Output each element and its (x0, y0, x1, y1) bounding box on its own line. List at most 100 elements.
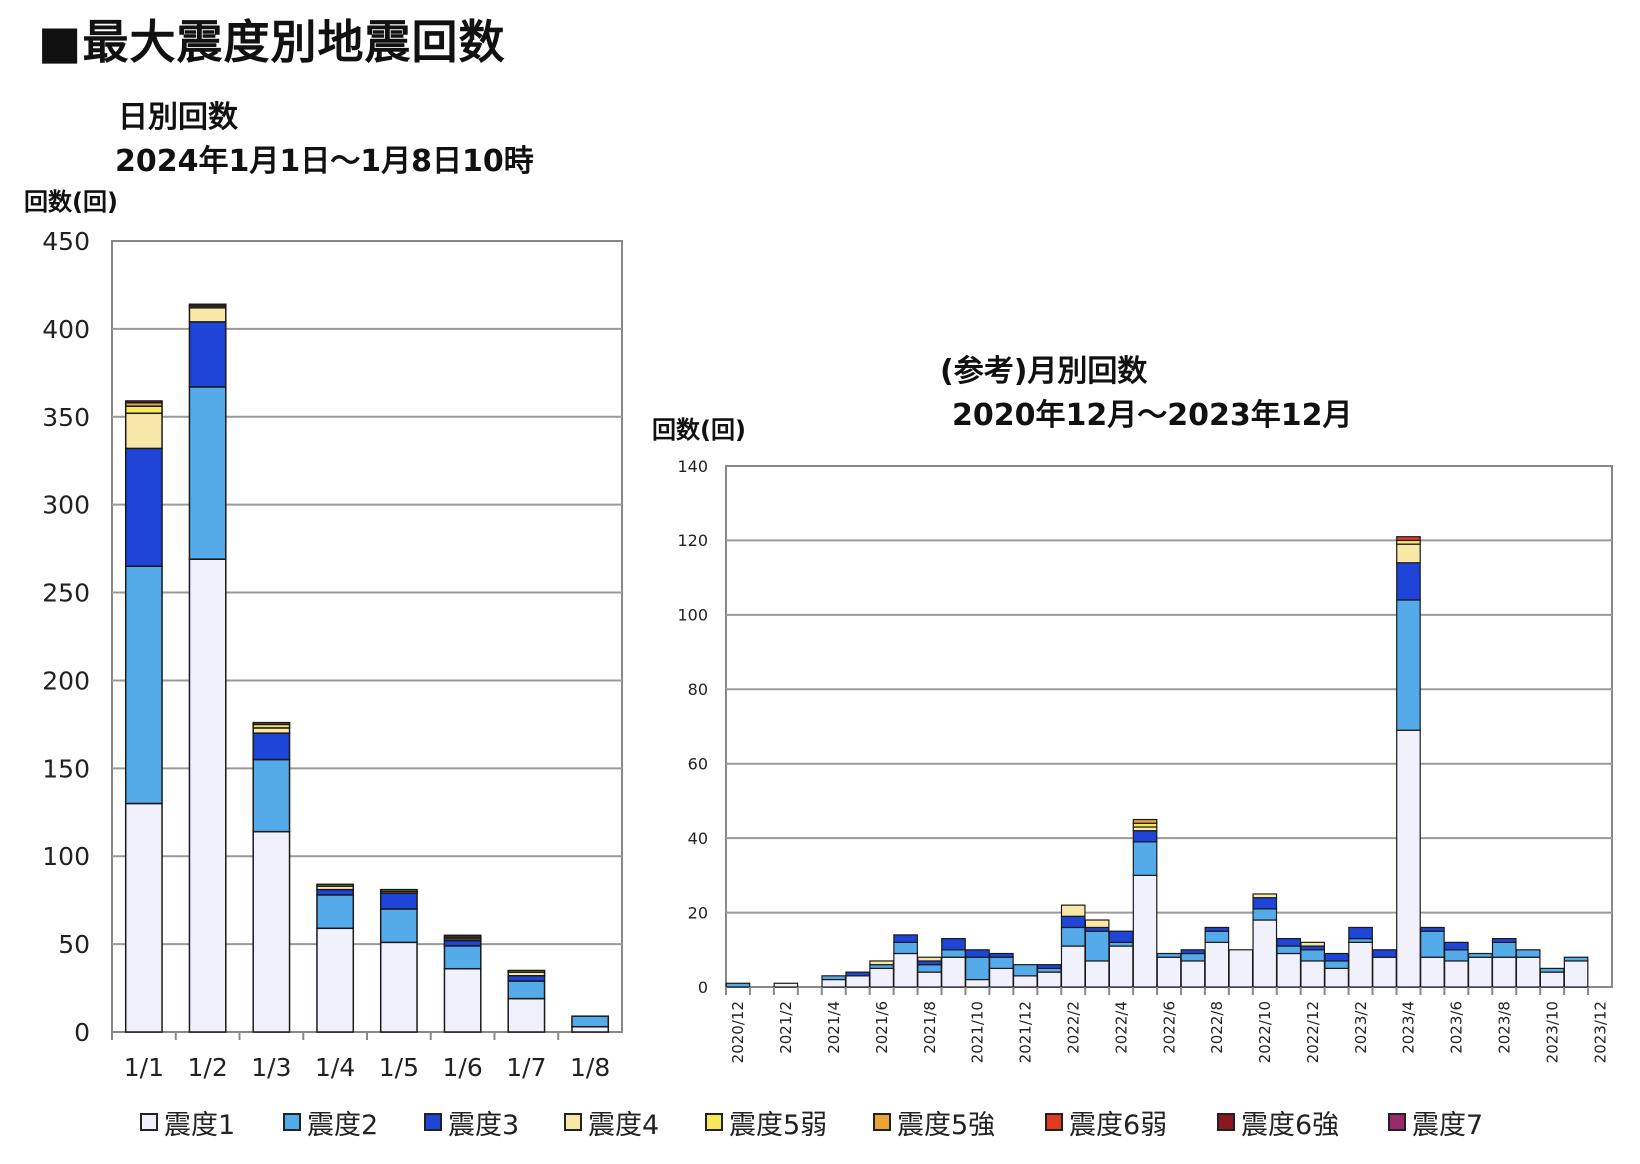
bar-segment (1084, 930, 1110, 962)
legend-swatch (1045, 1113, 1063, 1131)
bar-segment (252, 758, 291, 833)
legend-label: 震度1 (164, 1109, 236, 1141)
daily-y-unit: 回数(回) (24, 188, 118, 216)
legend-item: 震度6強 (1217, 1100, 1339, 1144)
y-tick-label: 20 (688, 903, 708, 922)
x-tick-label: 2023/6 (1448, 1001, 1466, 1054)
x-tick-label: 2021/2 (777, 1001, 795, 1054)
legend-item: 震度3 (424, 1100, 519, 1144)
bar-segment (188, 303, 227, 307)
bar-segment (124, 412, 163, 450)
bar-segment (1156, 956, 1182, 988)
legend-item: 震度6弱 (1045, 1100, 1167, 1144)
bar-segment (1180, 952, 1206, 962)
legend-item: 震度4 (564, 1100, 659, 1144)
bar-segment (965, 949, 990, 958)
bar-segment (869, 967, 894, 988)
legend-item: 震度7 (1388, 1100, 1483, 1144)
bar-segment (1156, 952, 1182, 958)
legend-swatch (424, 1113, 442, 1131)
y-tick-label: 80 (688, 680, 708, 699)
x-tick-label: 1/5 (379, 1053, 419, 1082)
bar-segment (1204, 930, 1230, 943)
bar-segment (725, 982, 751, 988)
bar-segment (252, 830, 291, 1033)
bar-segment (893, 941, 918, 955)
bar-segment (1324, 967, 1349, 988)
bar-segment (1324, 952, 1349, 962)
bar-segment (252, 732, 291, 761)
bar-segment (941, 938, 966, 951)
bar-segment (1444, 949, 1469, 962)
bar-segment (917, 964, 942, 973)
legend-label: 震度3 (448, 1109, 520, 1141)
legend-swatch (873, 1113, 891, 1131)
bar-segment (869, 960, 894, 966)
y-tick-label: 450 (42, 227, 90, 256)
legend-label: 震度6強 (1241, 1109, 1340, 1141)
bar-segment (1420, 930, 1445, 958)
bar-segment (965, 956, 990, 981)
bar-segment (1084, 960, 1110, 988)
legend-label: 震度7 (1412, 1109, 1484, 1141)
x-tick-label: 2021/10 (969, 1001, 987, 1063)
bar-segment (1252, 897, 1278, 910)
bar-segment (1348, 941, 1373, 988)
x-tick-label: 2022/2 (1064, 1001, 1082, 1054)
daily-chart-title: 日別回数 (118, 100, 238, 135)
legend-item: 震度5弱 (705, 1100, 827, 1144)
x-tick-label: 1/2 (188, 1053, 228, 1082)
bar-segment (821, 978, 847, 988)
bar-segment (252, 721, 291, 726)
bar-segment (941, 956, 966, 988)
bar-segment (1300, 941, 1326, 947)
bar-segment (1300, 960, 1326, 988)
y-tick-label: 150 (42, 754, 90, 783)
x-tick-label: 2023/4 (1400, 1001, 1418, 1054)
bar-segment (1060, 915, 1086, 929)
bar-segment (1108, 945, 1134, 988)
legend-swatch (1388, 1113, 1406, 1131)
daily-chart-period: 2024年1月1日〜1月8日10時 (115, 144, 534, 179)
x-tick-label: 2022/4 (1112, 1001, 1130, 1054)
x-tick-label: 2023/12 (1591, 1001, 1609, 1063)
bar-segment (821, 975, 847, 981)
legend-item: 震度2 (283, 1100, 378, 1144)
bar-segment (1108, 930, 1134, 943)
legend-label: 震度2 (307, 1109, 379, 1141)
x-tick-label: 2021/6 (873, 1001, 891, 1054)
bar-segment (1276, 938, 1302, 947)
bar-segment (1515, 949, 1541, 958)
bar-segment (1132, 818, 1158, 824)
bar-segment (1204, 941, 1230, 988)
x-tick-label: 2023/8 (1495, 1001, 1513, 1054)
bar-segment (1396, 562, 1421, 601)
y-tick-label: 0 (698, 978, 708, 997)
y-tick-label: 120 (677, 531, 708, 550)
x-tick-label: 2021/4 (825, 1001, 843, 1054)
y-tick-label: 0 (74, 1018, 90, 1047)
x-tick-label: 2022/6 (1160, 1001, 1178, 1054)
bar-segment (1060, 904, 1086, 917)
x-tick-label: 1/6 (443, 1053, 483, 1082)
bar-segment (1372, 956, 1397, 988)
bar-segment (1252, 919, 1278, 988)
x-tick-label: 2020/12 (729, 1001, 747, 1063)
bar-segment (571, 1015, 610, 1028)
bar-segment (507, 969, 546, 973)
bar-segment (1396, 599, 1421, 731)
bar-segment (1324, 960, 1349, 969)
bar-segment (1252, 893, 1278, 899)
bar-segment (1036, 964, 1062, 969)
bar-segment (1563, 956, 1589, 962)
bar-segment (1036, 971, 1062, 988)
bar-segment (917, 956, 942, 962)
bar-segment (124, 400, 163, 404)
bar-segment (188, 558, 227, 1033)
bar-segment (1491, 938, 1517, 943)
bar-segment (1491, 941, 1517, 958)
y-tick-label: 40 (688, 829, 708, 848)
bar-segment (1467, 952, 1493, 958)
y-tick-label: 200 (42, 666, 90, 695)
